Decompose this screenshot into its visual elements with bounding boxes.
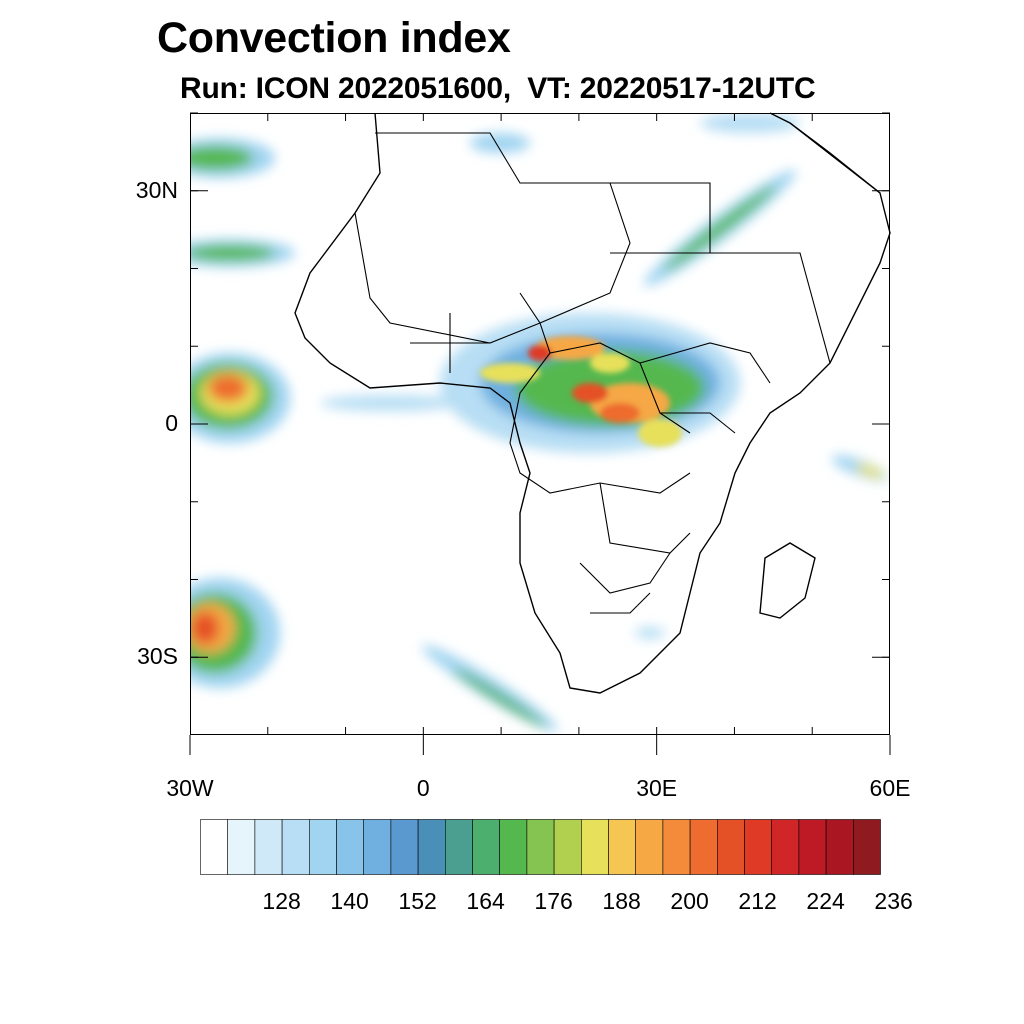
colorbar-swatch <box>309 819 337 875</box>
colorbar-label: 176 <box>534 888 573 914</box>
colorbar-swatch <box>635 819 664 875</box>
chart-title: Convection index <box>157 14 511 62</box>
colorbar-label: 128 <box>262 888 301 914</box>
colorbar-label: 164 <box>466 888 505 914</box>
map-panel <box>189 112 891 755</box>
colorbar-swatch <box>608 819 637 875</box>
lon-tick-label: 30W <box>166 775 214 801</box>
colorbar-label: 152 <box>398 888 437 914</box>
colorbar-swatch <box>281 819 310 875</box>
colorbar-swatch <box>227 819 256 875</box>
madagascar <box>759 542 816 619</box>
borders <box>354 132 831 614</box>
lon-tick-label: 0 <box>416 775 430 801</box>
colorbar-swatch <box>662 819 691 875</box>
colorbar <box>200 819 881 875</box>
colorbar-swatch <box>553 819 582 875</box>
convection-field <box>190 113 889 732</box>
colorbar-swatch <box>744 819 773 875</box>
colorbar-label: 236 <box>874 888 913 914</box>
colorbar-svg <box>200 819 881 875</box>
colorbar-swatch <box>825 819 854 875</box>
colorbar-swatch <box>472 819 501 875</box>
colorbar-label: 224 <box>806 888 845 914</box>
colorbar-swatch <box>336 819 365 875</box>
colorbar-label: 200 <box>670 888 709 914</box>
colorbar-swatch <box>390 819 419 875</box>
africa-coast <box>294 112 891 694</box>
colorbar-swatch <box>526 819 555 875</box>
colorbar-swatch <box>254 819 283 875</box>
arabia-coast <box>789 122 881 194</box>
colorbar-label: 140 <box>330 888 369 914</box>
coastlines <box>294 112 891 694</box>
colorbar-label: 188 <box>602 888 641 914</box>
colorbar-swatch <box>716 819 745 875</box>
colorbar-swatch <box>363 819 392 875</box>
colorbar-swatch <box>798 819 827 875</box>
map-svg <box>189 112 891 755</box>
colorbar-swatch <box>771 819 800 875</box>
lon-tick-label: 30E <box>636 775 678 801</box>
lon-tick-label: 60E <box>869 775 911 801</box>
colorbar-swatch <box>445 819 473 875</box>
tick-layer <box>189 112 891 755</box>
lat-tick-label: 30S <box>137 643 178 670</box>
colorbar-label: 212 <box>738 888 777 914</box>
colorbar-swatch <box>689 819 718 875</box>
lat-tick-label: 0 <box>165 410 178 436</box>
chart-subtitle: Run: ICON 2022051600, VT: 20220517-12UTC <box>180 72 816 105</box>
colorbar-swatch <box>852 819 881 875</box>
colorbar-swatch <box>499 819 528 875</box>
lat-tick-label: 30N <box>135 176 178 203</box>
colorbar-swatch <box>580 819 609 875</box>
colorbar-swatch <box>417 819 446 875</box>
colorbar-swatch <box>200 819 229 875</box>
